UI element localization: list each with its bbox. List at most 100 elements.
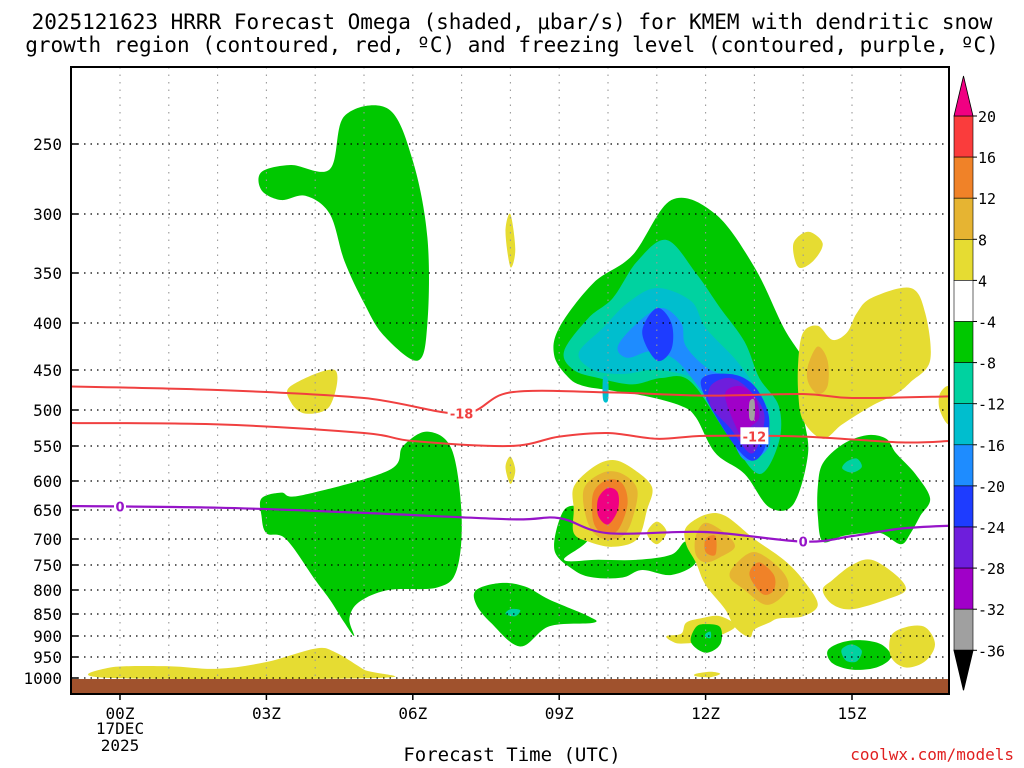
x-tick-label: 15Z [838, 704, 867, 723]
credit-link[interactable]: coolwx.com/models [850, 745, 1014, 764]
freezing-label-bg [114, 498, 126, 515]
date-label-day: 17DEC [95, 719, 145, 738]
omega-region-yellow [505, 456, 516, 484]
colorbar-bin-orange [953, 156, 974, 199]
colorbar-bin-white [953, 280, 974, 322]
y-tick-label: 850 [33, 605, 62, 624]
omega-region-green [259, 431, 462, 637]
y-tick-label: 800 [33, 581, 62, 600]
omega-region-gold [806, 346, 829, 395]
colorbar-label: -24 [978, 519, 1005, 537]
omega-region-yellow [694, 671, 721, 678]
grid-lines [71, 67, 949, 679]
colorbar-bin-yellow [953, 239, 974, 281]
omega-region-orange [704, 535, 717, 556]
colorbar-label: 20 [978, 108, 996, 126]
omega-shaded-regions [87, 105, 949, 680]
freezing-level-contour [71, 504, 949, 543]
omega-region-teal [705, 631, 712, 639]
colorbar-bin-indigo [953, 526, 974, 569]
colorbar-label: 4 [978, 272, 987, 290]
x-tick-label: 09Z [545, 704, 574, 723]
y-tick-label: 450 [33, 361, 62, 380]
omega-region-teal [505, 608, 521, 617]
plot-frame [70, 66, 950, 695]
omega-region-green [817, 434, 931, 545]
date-label-year: 2025 [100, 736, 140, 755]
colorbar-label: -36 [978, 642, 1005, 660]
omega-region-yellow [938, 385, 949, 425]
omega-region-green [473, 582, 597, 647]
dgz-contour-label: -18 [450, 408, 474, 423]
colorbar-label: -28 [978, 560, 1005, 578]
freezing-label-bg [797, 533, 810, 550]
y-tick-label: 750 [33, 556, 62, 575]
y-tick-label: 650 [33, 501, 62, 520]
colorbar-bin-blue [953, 485, 974, 528]
dgz-label-bg [447, 404, 476, 422]
y-tick-label: 350 [33, 264, 62, 283]
colorbar-label: -4 [978, 314, 996, 332]
colorbar-bin-teal [953, 362, 974, 405]
omega-region-blue [642, 307, 674, 362]
omega-region-yellow [792, 231, 823, 269]
colorbar-bin-purple [953, 567, 974, 610]
colorbar-bin-green [953, 321, 974, 363]
colorbar-label: -8 [978, 355, 996, 373]
colorbar-label: -32 [978, 601, 1005, 619]
ground-surface [71, 679, 949, 694]
omega-region-yellow [797, 287, 931, 439]
y-tick-label: 550 [33, 437, 62, 456]
colorbar-label: 12 [978, 190, 996, 208]
y-tick-label: 1000 [23, 669, 62, 688]
omega-region-gray [748, 398, 755, 421]
colorbar-top-arrow [953, 75, 974, 117]
y-tick-label: 950 [33, 648, 62, 667]
y-tick-label: 700 [33, 530, 62, 549]
dgz-contour--12 [71, 422, 949, 448]
contour-labels: -18 -12 0 0 [114, 404, 810, 551]
colorbar: 20 16 12 8 4 -4 -8 -12 -16 -20 -24 -28 -32 -36 [953, 75, 1005, 691]
x-tick-label: 03Z [252, 704, 281, 723]
y-tick-label: 250 [33, 135, 62, 154]
contour-lines [71, 385, 949, 543]
chart-title-line-2: growth region (contoured, red, ºC) and f… [25, 33, 999, 57]
colorbar-bin-lightblue [953, 444, 974, 487]
axes-ticks: 250 300 350 400 450 500 550 600 650 700 750 800 850 9… [23, 135, 866, 723]
omega-region-cyan [602, 376, 609, 403]
dgz-label-bg [740, 427, 769, 445]
colorbar-bottom-arrow [953, 649, 974, 691]
colorbar-label: -12 [978, 396, 1005, 414]
colorbar-bin-red [953, 115, 974, 158]
omega-region-yellow [822, 559, 906, 610]
omega-region-green [690, 624, 723, 653]
omega-region-yellow [286, 369, 338, 414]
colorbar-bin-cyan [953, 403, 974, 446]
y-tick-label: 400 [33, 314, 62, 333]
dgz-contour-label: -12 [743, 430, 767, 445]
omega-region-magenta [597, 487, 619, 525]
colorbar-label: -20 [978, 478, 1005, 496]
freezing-contour-label: 0 [799, 536, 808, 551]
omega-region-purple [725, 385, 760, 439]
colorbar-label: -16 [978, 437, 1005, 455]
y-tick-label: 900 [33, 627, 62, 646]
y-tick-label: 500 [33, 401, 62, 420]
colorbar-label: 16 [978, 149, 996, 167]
y-tick-label: 600 [33, 472, 62, 491]
colorbar-bin-gray [953, 608, 974, 651]
x-tick-label: 00Z [106, 704, 135, 723]
x-axis-label: Forecast Time (UTC) [403, 744, 621, 766]
colorbar-bin-gold [953, 197, 974, 240]
omega-region-green [554, 505, 697, 579]
dgz-contour--18 [71, 385, 949, 415]
omega-region-orange [749, 562, 776, 595]
x-tick-label: 12Z [691, 704, 720, 723]
colorbar-label: 8 [978, 231, 987, 249]
omega-region-yellow [889, 625, 935, 668]
freezing-contour-label: 0 [115, 501, 124, 516]
chart-title-line-1: 2025121623 HRRR Forecast Omega (shaded, … [31, 10, 993, 34]
omega-region-green [258, 105, 429, 361]
y-tick-label: 300 [33, 205, 62, 224]
